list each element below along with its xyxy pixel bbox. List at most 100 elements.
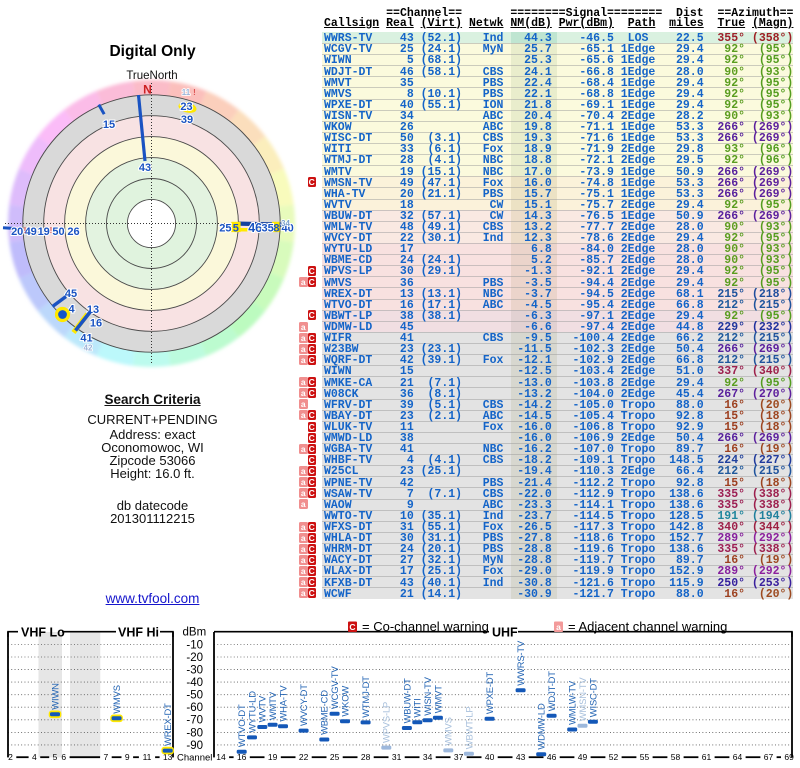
svg-text:43: 43 — [516, 752, 526, 762]
svg-text:11: 11 — [143, 752, 152, 762]
svg-text:C: C — [349, 622, 355, 632]
svg-text:WMVS: WMVS — [443, 717, 454, 746]
svg-text:34: 34 — [281, 219, 290, 228]
svg-text:40: 40 — [281, 223, 293, 235]
svg-text:WYTU-LD: WYTU-LD — [246, 691, 257, 733]
svg-text:WREX-DT: WREX-DT — [162, 703, 173, 746]
svg-text:69: 69 — [784, 752, 794, 762]
svg-text:64: 64 — [733, 752, 743, 762]
svg-text:!: ! — [193, 88, 196, 97]
svg-text:19: 19 — [38, 226, 50, 238]
svg-text:WMSN-TV: WMSN-TV — [577, 677, 588, 722]
svg-text:11: 11 — [182, 88, 191, 97]
svg-text:13: 13 — [163, 752, 173, 762]
svg-text:25: 25 — [330, 752, 340, 762]
svg-text:-40: -40 — [186, 677, 203, 689]
svg-text:42: 42 — [84, 344, 93, 353]
svg-text:N: N — [143, 83, 152, 97]
svg-text:WMVT: WMVT — [432, 685, 443, 713]
svg-text:41: 41 — [80, 333, 92, 345]
svg-text:!: ! — [50, 226, 53, 235]
svg-text:a: a — [556, 622, 561, 632]
svg-text:25: 25 — [219, 223, 231, 235]
svg-text:UHF: UHF — [492, 626, 518, 640]
svg-text:-50: -50 — [186, 690, 203, 702]
svg-text:67: 67 — [764, 752, 774, 762]
svg-text:5: 5 — [233, 223, 239, 235]
svg-text:= Adjacent channel warning: = Adjacent channel warning — [568, 619, 727, 634]
svg-text:TrueNorth: TrueNorth — [126, 70, 177, 82]
svg-text:-80: -80 — [186, 727, 203, 739]
svg-text:49: 49 — [25, 226, 37, 238]
svg-text:-30: -30 — [186, 665, 203, 677]
svg-text:WMLW-TV: WMLW-TV — [567, 680, 578, 725]
svg-text:40: 40 — [485, 752, 495, 762]
svg-text:26: 26 — [67, 226, 79, 238]
svg-text:9: 9 — [125, 752, 130, 762]
svg-text:WISN-TV: WISN-TV — [422, 676, 433, 715]
svg-text:31: 31 — [392, 752, 402, 762]
svg-text:WTVO-DT: WTVO-DT — [236, 704, 247, 747]
svg-text:WBUW-DT: WBUW-DT — [401, 678, 412, 724]
svg-text:7: 7 — [104, 752, 109, 762]
svg-text:WIWN: WIWN — [49, 683, 60, 709]
svg-text:45: 45 — [65, 288, 77, 300]
svg-text:4: 4 — [32, 752, 37, 762]
svg-text:34: 34 — [423, 752, 433, 762]
svg-text:4: 4 — [68, 304, 75, 316]
svg-text:50: 50 — [52, 226, 64, 238]
svg-text:!: ! — [24, 226, 27, 235]
svg-text:-70: -70 — [186, 715, 203, 727]
svg-text:WKOW: WKOW — [339, 686, 350, 717]
svg-text:-10: -10 — [186, 639, 203, 651]
svg-text:dBm: dBm — [183, 627, 207, 639]
svg-text:58: 58 — [671, 752, 681, 762]
svg-text:39: 39 — [181, 114, 193, 126]
svg-text:61: 61 — [702, 752, 712, 762]
svg-text:VHF Hi: VHF Hi — [118, 625, 159, 639]
svg-text:WPVS-LP: WPVS-LP — [381, 702, 392, 743]
svg-text:37: 37 — [454, 752, 464, 762]
svg-text:19: 19 — [268, 752, 278, 762]
svg-text:5: 5 — [53, 752, 58, 762]
svg-text:WDMW-LD: WDMW-LD — [536, 703, 547, 750]
svg-text:52: 52 — [609, 752, 619, 762]
svg-text:15: 15 — [103, 119, 115, 131]
svg-text:WDJT-DT: WDJT-DT — [546, 671, 557, 712]
svg-text:= Co-channel warning: = Co-channel warning — [362, 619, 489, 634]
svg-text:WWRS-TV: WWRS-TV — [515, 640, 526, 686]
svg-text:WVTV: WVTV — [257, 695, 268, 722]
svg-text:2: 2 — [8, 752, 13, 762]
svg-text:35: 35 — [261, 223, 273, 235]
svg-text:55: 55 — [640, 752, 650, 762]
svg-text:WHA-TV: WHA-TV — [277, 685, 288, 722]
svg-text:-60: -60 — [186, 702, 203, 714]
svg-text:8: 8 — [273, 223, 279, 235]
svg-text:20: 20 — [11, 226, 23, 238]
svg-text:WMTV: WMTV — [267, 691, 278, 720]
svg-text:WBWT-LP: WBWT-LP — [463, 706, 474, 749]
svg-text:WITI: WITI — [412, 698, 423, 717]
svg-text:WTMJ-DT: WTMJ-DT — [360, 676, 371, 718]
svg-text:22: 22 — [299, 752, 309, 762]
svg-text:WPXE-DT: WPXE-DT — [484, 671, 495, 714]
svg-text:46: 46 — [547, 752, 557, 762]
svg-text:16: 16 — [237, 752, 247, 762]
svg-text:WMVS: WMVS — [111, 685, 122, 714]
svg-text:WISC-DT: WISC-DT — [587, 678, 598, 717]
svg-text:43: 43 — [139, 162, 151, 174]
svg-text:49: 49 — [578, 752, 588, 762]
svg-text:16: 16 — [90, 318, 102, 330]
svg-text:WCGV-TV: WCGV-TV — [329, 666, 340, 710]
svg-text:23: 23 — [180, 101, 192, 113]
svg-text:14: 14 — [216, 752, 226, 762]
svg-text:46: 46 — [248, 221, 262, 235]
svg-text:WBME-CD: WBME-CD — [319, 690, 330, 735]
svg-text:28: 28 — [361, 752, 371, 762]
svg-text:WVCY-DT: WVCY-DT — [298, 684, 309, 726]
svg-text:-90: -90 — [186, 740, 203, 752]
svg-text:VHF Lo: VHF Lo — [21, 625, 65, 639]
svg-text:6: 6 — [61, 752, 66, 762]
svg-text:Channel: Channel — [177, 753, 212, 764]
svg-text:-20: -20 — [186, 652, 203, 664]
